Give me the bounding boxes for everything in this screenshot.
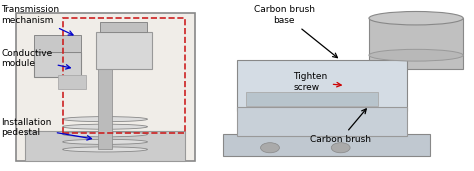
Bar (58, 75, 86, 89)
Bar (35, 52, 82, 77)
Text: Transmission
mechanism: Transmission mechanism (1, 5, 73, 35)
Text: Installation
pedestal: Installation pedestal (1, 118, 91, 140)
Bar (25, 131, 185, 161)
Bar (16, 13, 195, 161)
Bar (63, 18, 185, 133)
Ellipse shape (63, 132, 147, 137)
Bar (237, 107, 407, 136)
Bar (237, 60, 407, 111)
Text: Carbon brush: Carbon brush (310, 109, 371, 144)
Bar (35, 35, 82, 52)
Text: Carbon brush
base: Carbon brush base (254, 5, 337, 58)
Ellipse shape (261, 143, 279, 153)
Text: Tighten
screw: Tighten screw (293, 73, 341, 92)
Bar (369, 18, 463, 69)
Ellipse shape (63, 124, 147, 129)
Ellipse shape (369, 11, 463, 25)
Text: Conductive
module: Conductive module (1, 49, 70, 69)
Bar (96, 32, 152, 69)
Ellipse shape (369, 49, 463, 61)
Bar (98, 57, 112, 149)
Bar (246, 92, 378, 106)
Bar (100, 22, 147, 32)
Ellipse shape (63, 117, 147, 122)
Ellipse shape (331, 143, 350, 153)
Bar (223, 134, 430, 156)
Ellipse shape (63, 147, 147, 152)
Ellipse shape (63, 139, 147, 144)
